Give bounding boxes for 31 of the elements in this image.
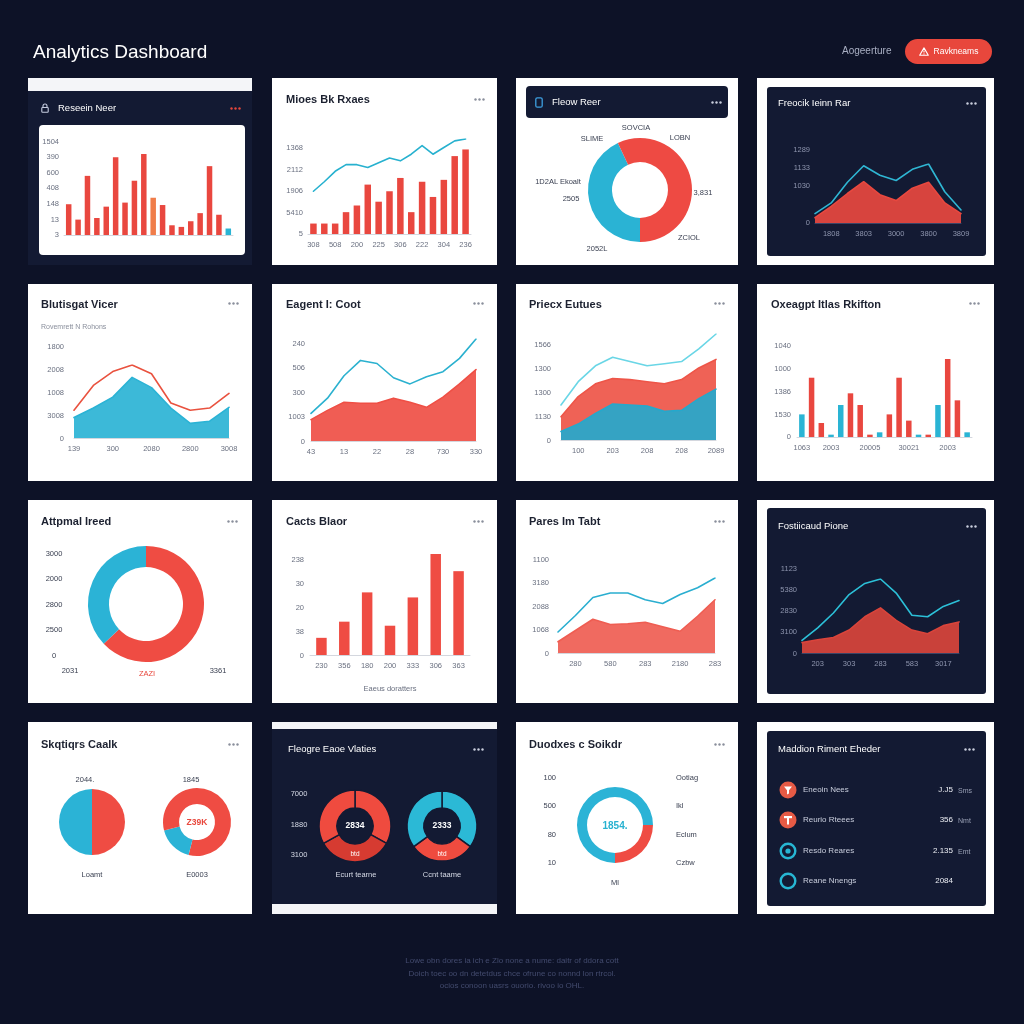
chart-title: Reseein Neer xyxy=(58,102,117,114)
text: 2333 xyxy=(432,820,452,830)
text: J.J5 xyxy=(938,785,953,794)
text: Z39K xyxy=(186,817,209,827)
text: Eneoin Nees xyxy=(803,785,849,794)
chart-title: Pares Im Tabt xyxy=(529,514,601,527)
text: Reane Nnengs xyxy=(803,875,857,885)
chart-title: Fleogre Eaoe Vlaties xyxy=(288,743,377,755)
chart-title: Fostiicaud Pione xyxy=(778,520,849,532)
text: 2.135 xyxy=(932,845,953,855)
text: 2084 xyxy=(935,875,953,885)
chart-title: Freocik Ieinn Rar xyxy=(778,97,851,109)
text: Maddion Riment Eheder xyxy=(778,743,881,755)
text: 1854. xyxy=(602,819,628,831)
chart-title: Blutisgat Vicer xyxy=(41,297,118,310)
chart-title: Cacts Blaor xyxy=(286,514,348,527)
chart-title: Eagent I: Coot xyxy=(286,297,361,310)
chart-title: Skqtiqrs Caalk xyxy=(41,737,118,750)
chart-title: Priecx Eutues xyxy=(529,297,602,310)
text: Reurio Rteees xyxy=(803,815,855,825)
text: Analytics Dashboard xyxy=(33,40,208,62)
text: Aogeerture xyxy=(842,45,892,56)
text: Resdo Reares xyxy=(803,845,855,855)
text: 356 xyxy=(939,815,953,825)
text: 2834 xyxy=(345,820,365,830)
chart-title: Mioes Bk Rxaes xyxy=(286,92,370,105)
chart-title: Duodxes c Soikdr xyxy=(529,737,622,750)
chart-title: Attpmal Ireed xyxy=(41,514,112,527)
text: Ravkneams xyxy=(933,46,979,57)
chart-title: Oxeagpt Itlas Rkifton xyxy=(771,297,882,310)
chart-title: Fleow Reer xyxy=(552,96,601,108)
